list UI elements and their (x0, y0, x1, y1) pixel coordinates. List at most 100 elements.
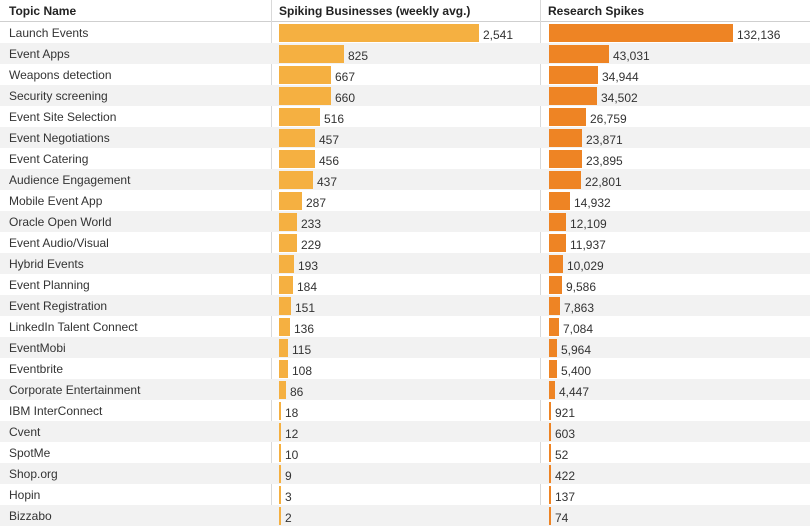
research-spikes-value: 22,801 (585, 175, 622, 189)
topic-name: Audience Engagement (9, 173, 131, 187)
research-spikes-value: 11,937 (570, 238, 606, 252)
table-row: Cvent 12 603 (0, 421, 810, 442)
topic-name: Event Site Selection (9, 110, 117, 124)
research-spikes-bar (549, 255, 563, 273)
spiking-businesses-bar (279, 381, 286, 399)
table-row: Event Registration 151 7,863 (0, 295, 810, 316)
header-spiking-businesses: Spiking Businesses (weekly avg.) (279, 4, 471, 18)
research-spikes-bar (549, 444, 551, 462)
table-row: Mobile Event App 287 14,932 (0, 190, 810, 211)
spiking-businesses-bar (279, 297, 291, 315)
spiking-businesses-value: 825 (348, 49, 369, 63)
research-spikes-value: 921 (555, 406, 576, 420)
research-spikes-bar (549, 402, 551, 420)
spiking-businesses-bar (279, 234, 297, 252)
table-row: EventMobi 115 5,964 (0, 337, 810, 358)
spiking-businesses-bar (279, 66, 331, 84)
research-spikes-bar (549, 87, 597, 105)
research-spikes-value: 7,863 (564, 301, 595, 315)
spiking-businesses-value: 10 (285, 448, 299, 462)
table-row: Corporate Entertainment 86 4,447 (0, 379, 810, 400)
topic-name: EventMobi (9, 341, 66, 355)
spiking-businesses-value: 3 (285, 490, 292, 504)
research-spikes-bar (549, 423, 551, 441)
table-row: SpotMe 10 52 (0, 442, 810, 463)
topic-name: Event Audio/Visual (9, 236, 109, 250)
spiking-businesses-value: 457 (319, 133, 340, 147)
spiking-businesses-bar (279, 360, 288, 378)
table-row: Shop.org 9 422 (0, 463, 810, 484)
research-spikes-value: 603 (555, 427, 576, 441)
table-row: Event Apps 825 43,031 (0, 43, 810, 64)
research-spikes-value: 9,586 (566, 280, 597, 294)
spiking-businesses-bar (279, 486, 281, 504)
spiking-businesses-value: 86 (290, 385, 304, 399)
research-spikes-value: 4,447 (559, 385, 590, 399)
spiking-businesses-value: 287 (306, 196, 327, 210)
table-header: Topic Name Spiking Businesses (weekly av… (0, 0, 810, 22)
spiking-businesses-value: 151 (295, 301, 316, 315)
spiking-businesses-value: 184 (297, 280, 318, 294)
topic-name: Hopin (9, 488, 41, 502)
topic-name: Security screening (9, 89, 108, 103)
topic-name: Event Negotiations (9, 131, 110, 145)
spiking-businesses-value: 2,541 (483, 28, 514, 42)
table-row: Launch Events 2,541 132,136 (0, 22, 810, 43)
spiking-businesses-bar (279, 192, 302, 210)
spiking-businesses-value: 115 (292, 343, 312, 357)
spiking-businesses-value: 136 (294, 322, 315, 336)
spiking-businesses-bar (279, 129, 315, 147)
spiking-businesses-value: 516 (324, 112, 345, 126)
table-row: Bizzabo 2 74 (0, 505, 810, 526)
spiking-businesses-value: 233 (301, 217, 322, 231)
spiking-businesses-bar (279, 402, 281, 420)
research-spikes-bar (549, 486, 551, 504)
topic-name: Event Planning (9, 278, 90, 292)
research-spikes-bar (549, 507, 551, 525)
research-spikes-value: 14,932 (574, 196, 611, 210)
table-row: Hybrid Events 193 10,029 (0, 253, 810, 274)
spiking-businesses-bar (279, 339, 288, 357)
spiking-businesses-value: 18 (285, 406, 299, 420)
topic-name: IBM InterConnect (9, 404, 103, 418)
spiking-businesses-bar (279, 444, 281, 462)
research-spikes-bar (549, 129, 582, 147)
research-spikes-bar (549, 171, 581, 189)
topic-name: Weapons detection (9, 68, 112, 82)
topic-name: Event Catering (9, 152, 89, 166)
spiking-businesses-value: 193 (298, 259, 319, 273)
topic-name: Event Registration (9, 299, 108, 313)
table-row: LinkedIn Talent Connect 136 7,084 (0, 316, 810, 337)
research-spikes-bar (549, 276, 562, 294)
research-spikes-bar (549, 339, 557, 357)
research-spikes-value: 23,871 (586, 133, 623, 147)
table-row: Security screening 660 34,502 (0, 85, 810, 106)
spiking-businesses-value: 12 (285, 427, 299, 441)
research-spikes-value: 74 (555, 511, 569, 525)
table-row: Event Site Selection 516 26,759 (0, 106, 810, 127)
research-spikes-bar (549, 381, 555, 399)
spiking-businesses-value: 667 (335, 70, 356, 84)
research-spikes-bar (549, 318, 559, 336)
table-row: Event Planning 184 9,586 (0, 274, 810, 295)
topic-name: Hybrid Events (9, 257, 84, 271)
header-topic-name: Topic Name (9, 4, 77, 18)
research-spikes-value: 34,502 (601, 91, 638, 105)
table-row: Hopin 3 137 (0, 484, 810, 505)
topic-name: Mobile Event App (9, 194, 103, 208)
spiking-businesses-bar (279, 87, 331, 105)
spiking-businesses-bar (279, 465, 281, 483)
research-spikes-value: 43,031 (613, 49, 650, 63)
research-spikes-bar (549, 360, 557, 378)
spiking-businesses-bar (279, 108, 320, 126)
research-spikes-bar (549, 66, 598, 84)
table-row: Event Catering 456 23,895 (0, 148, 810, 169)
spiking-businesses-value: 2 (285, 511, 292, 525)
research-spikes-value: 26,759 (590, 112, 627, 126)
spiking-businesses-value: 660 (335, 91, 356, 105)
research-spikes-value: 5,400 (561, 364, 592, 378)
topic-name: LinkedIn Talent Connect (9, 320, 138, 334)
spiking-businesses-value: 9 (285, 469, 292, 483)
spiking-businesses-value: 229 (301, 238, 322, 252)
